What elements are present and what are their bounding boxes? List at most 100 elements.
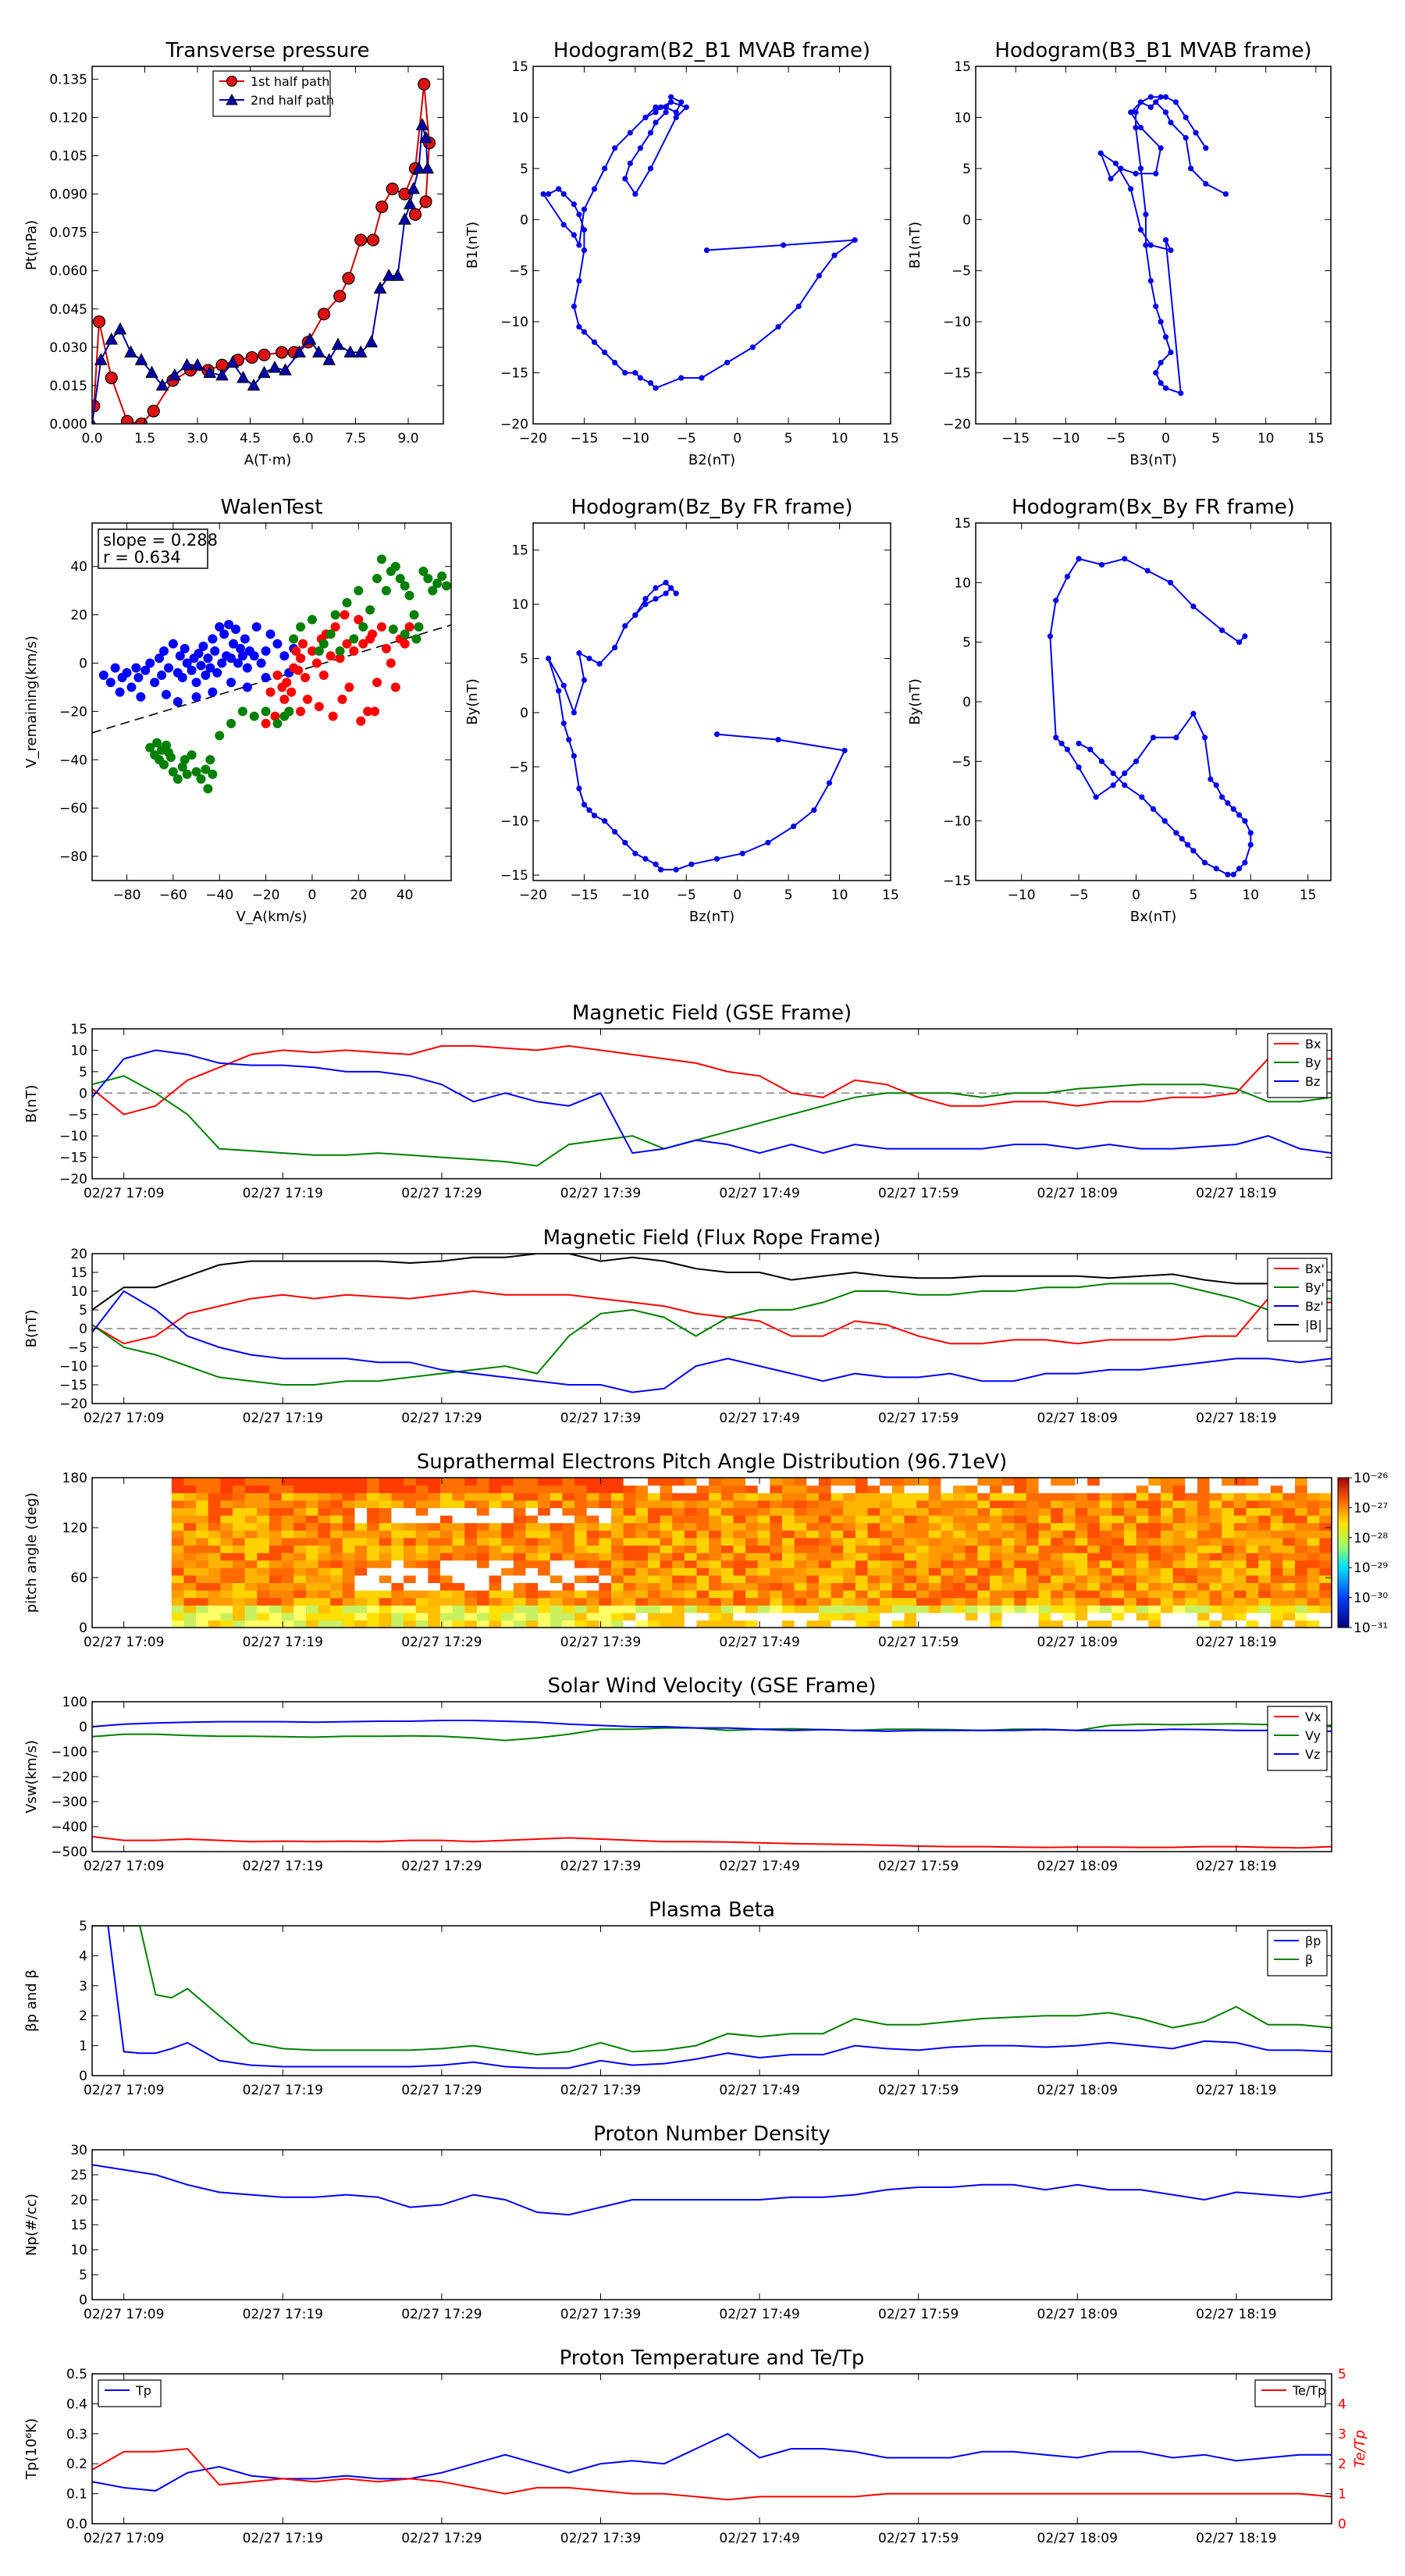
heatmap-cell (696, 1530, 710, 1539)
series-by (92, 1075, 1332, 1167)
heatmap-cell (1197, 1537, 1211, 1546)
heatmap-cell (831, 1574, 845, 1583)
heatmap-cell (818, 1560, 833, 1568)
heatmap-cell (1270, 1485, 1285, 1493)
x-tick-label: −20 (519, 888, 547, 903)
heatmap-cell (916, 1478, 930, 1486)
heatmap-cell (305, 1553, 320, 1561)
heatmap-cell (452, 1582, 466, 1591)
x-tick-label: 02/27 18:19 (1196, 1411, 1276, 1426)
heatmap-cell (1222, 1500, 1236, 1508)
heatmap-cell (233, 1567, 247, 1576)
y-tick-label: 10 (954, 575, 971, 591)
heatmap-cell (1270, 1560, 1285, 1568)
scatter-point (182, 769, 192, 779)
series-marker (155, 378, 169, 391)
series-marker (576, 324, 582, 330)
heatmap-cell (696, 1553, 710, 1561)
x-tick-label: 02/27 17:49 (719, 2531, 799, 2546)
series-marker (699, 375, 705, 381)
scatter-point (314, 702, 324, 712)
heatmap-cell (489, 1597, 503, 1606)
heatmap-cell (330, 1500, 344, 1508)
heatmap-cell (305, 1478, 320, 1486)
heatmap-cell (1172, 1537, 1186, 1546)
heatmap-cell (928, 1515, 943, 1524)
heatmap-cell (941, 1537, 955, 1546)
heatmap-cell (379, 1605, 393, 1614)
heatmap-cell (1075, 1493, 1089, 1501)
heatmap-cell (647, 1560, 662, 1568)
heatmap-cell (538, 1560, 552, 1568)
x-tick-label: −10 (621, 431, 649, 447)
x-tick-label: 5 (1211, 431, 1220, 447)
heatmap-cell (342, 1522, 357, 1531)
scatter-point (155, 653, 165, 664)
heatmap-cell (891, 1493, 906, 1501)
heatmap-cell (1062, 1567, 1077, 1576)
y-tick-label: 15 (70, 2218, 87, 2233)
heatmap-cell (233, 1620, 247, 1628)
y-axis-label: B(nT) (23, 1310, 40, 1348)
heatmap-cell (684, 1522, 699, 1531)
heatmap-cell (1209, 1530, 1223, 1539)
heatmap-cell (684, 1612, 699, 1621)
heatmap-cell (318, 1537, 332, 1546)
heatmap-cell (1197, 1590, 1211, 1599)
series-marker (663, 109, 669, 116)
heatmap-cell (953, 1515, 967, 1524)
heatmap-cell (525, 1485, 539, 1493)
heatmap-cell (757, 1478, 772, 1486)
series-marker (145, 365, 158, 379)
heatmap-cell (415, 1515, 429, 1524)
heatmap-cell (1124, 1478, 1138, 1486)
heatmap-cell (439, 1545, 454, 1553)
heatmap-cell (1112, 1582, 1126, 1591)
series-marker (1153, 303, 1159, 310)
x-tick-label: 02/27 17:19 (243, 2307, 323, 2322)
heatmap-cell (867, 1485, 881, 1493)
heatmap-cell (183, 1612, 197, 1621)
heatmap-cell (342, 1567, 357, 1576)
heatmap-cell (354, 1597, 368, 1606)
series-marker (560, 222, 567, 228)
heatmap-cell (953, 1612, 967, 1621)
colorbar-label: 10⁻³¹ (1353, 1621, 1388, 1636)
heatmap-cell (1270, 1612, 1285, 1621)
heatmap-cell (342, 1530, 357, 1539)
heatmap-cell (183, 1560, 197, 1568)
series-tetp (92, 2447, 1332, 2501)
heatmap-cell (476, 1574, 491, 1583)
heatmap-cell (293, 1574, 308, 1583)
heatmap-cell (647, 1515, 662, 1524)
scatter-point (272, 670, 283, 680)
annotation-box (98, 528, 208, 569)
y-tick-label: −200 (51, 1770, 87, 1785)
heatmap-cell (1087, 1560, 1101, 1568)
heatmap-cell (1001, 1605, 1016, 1614)
x-tick-label: 0.0 (81, 431, 102, 447)
series-1sthalfpath (92, 77, 436, 424)
heatmap-cell (904, 1560, 918, 1568)
series-marker (632, 612, 638, 618)
heatmap-cell (1185, 1560, 1199, 1568)
heatmap-cell (550, 1485, 564, 1493)
heatmap-cell (1295, 1560, 1309, 1568)
heatmap-cell (1222, 1507, 1236, 1516)
series-marker (215, 368, 229, 381)
heatmap-cell (1246, 1485, 1260, 1493)
y-axis-label: B1(nT) (907, 222, 923, 269)
heatmap-cell (1014, 1582, 1028, 1591)
series-marker (386, 182, 399, 196)
heatmap-cell (965, 1553, 979, 1561)
heatmap-cell (439, 1620, 454, 1628)
heatmap-cell (1222, 1515, 1236, 1524)
heatmap-cell (1112, 1560, 1126, 1568)
heatmap-cell (1197, 1612, 1211, 1621)
y-tick-label: −40 (59, 753, 87, 768)
heatmap-cell (586, 1545, 601, 1553)
heatmap-cell (452, 1485, 466, 1493)
heatmap-cell (941, 1620, 955, 1628)
heatmap-cell (244, 1515, 258, 1524)
heatmap-cell (843, 1537, 857, 1546)
